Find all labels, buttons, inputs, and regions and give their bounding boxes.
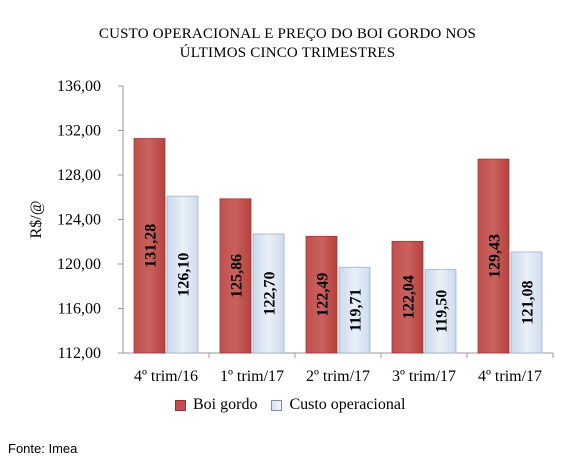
bar-boi-gordo [305, 235, 338, 354]
data-label-boi-gordo: 131,28 [143, 224, 160, 268]
legend-item-custo-operacional: Custo operacional [271, 396, 405, 414]
chart-title-line-1: CUSTO OPERACIONAL E PREÇO DO BOI GORDO N… [98, 26, 477, 42]
legend-swatch-boi-gordo [175, 399, 186, 411]
bar-custo-operacional [424, 269, 457, 354]
y-tick-label: 132,00 [57, 123, 101, 140]
y-tick-label: 120,00 [57, 256, 101, 273]
legend-label-boi-gordo: Boi gordo [193, 396, 258, 413]
x-tick-label: 4º trim/17 [478, 368, 542, 385]
bar-boi-gordo [133, 138, 166, 354]
y-tick-label: 128,00 [57, 167, 101, 184]
y-axis-title: R$/@ [28, 201, 45, 239]
bar-custo-operacional [252, 233, 285, 354]
data-label-custo-operacional: 126,10 [176, 253, 193, 297]
bar-custo-operacional [510, 251, 543, 354]
y-tick-label: 112,00 [58, 345, 101, 362]
data-label-boi-gordo: 129,43 [487, 234, 504, 278]
data-label-boi-gordo: 125,86 [229, 254, 246, 298]
y-tick-label: 124,00 [57, 212, 101, 229]
legend-label-custo-operacional: Custo operacional [289, 396, 406, 413]
data-label-custo-operacional: 119,71 [348, 289, 365, 332]
bar-boi-gordo [219, 198, 252, 354]
y-tick-label: 136,00 [57, 78, 101, 95]
legend-swatch-custo-operacional [271, 399, 283, 411]
x-tick-label: 4º trim/16 [134, 368, 198, 385]
source-note: Fonte: Imea [8, 441, 78, 456]
x-tick-label: 3º trim/17 [392, 368, 456, 385]
x-tick-label: 1º trim/17 [220, 368, 284, 385]
bar-custo-operacional [338, 266, 371, 354]
bar-boi-gordo [391, 240, 424, 354]
data-label-custo-operacional: 119,50 [434, 290, 451, 333]
data-label-custo-operacional: 122,70 [262, 271, 279, 315]
x-tick-label: 2º trim/17 [306, 368, 370, 385]
bar-boi-gordo [477, 158, 510, 354]
bar-custo-operacional [166, 195, 199, 354]
chart-title-line-2: ÚLTIMOS CINCO TRIMESTRES [179, 45, 396, 61]
chart-legend: Boi gordo Custo operacional [175, 396, 419, 414]
data-label-boi-gordo: 122,04 [401, 275, 418, 319]
legend-item-boi-gordo: Boi gordo [175, 396, 257, 414]
data-label-boi-gordo: 122,49 [315, 273, 332, 317]
y-tick-label: 116,00 [58, 301, 101, 318]
data-label-custo-operacional: 121,08 [520, 280, 537, 324]
